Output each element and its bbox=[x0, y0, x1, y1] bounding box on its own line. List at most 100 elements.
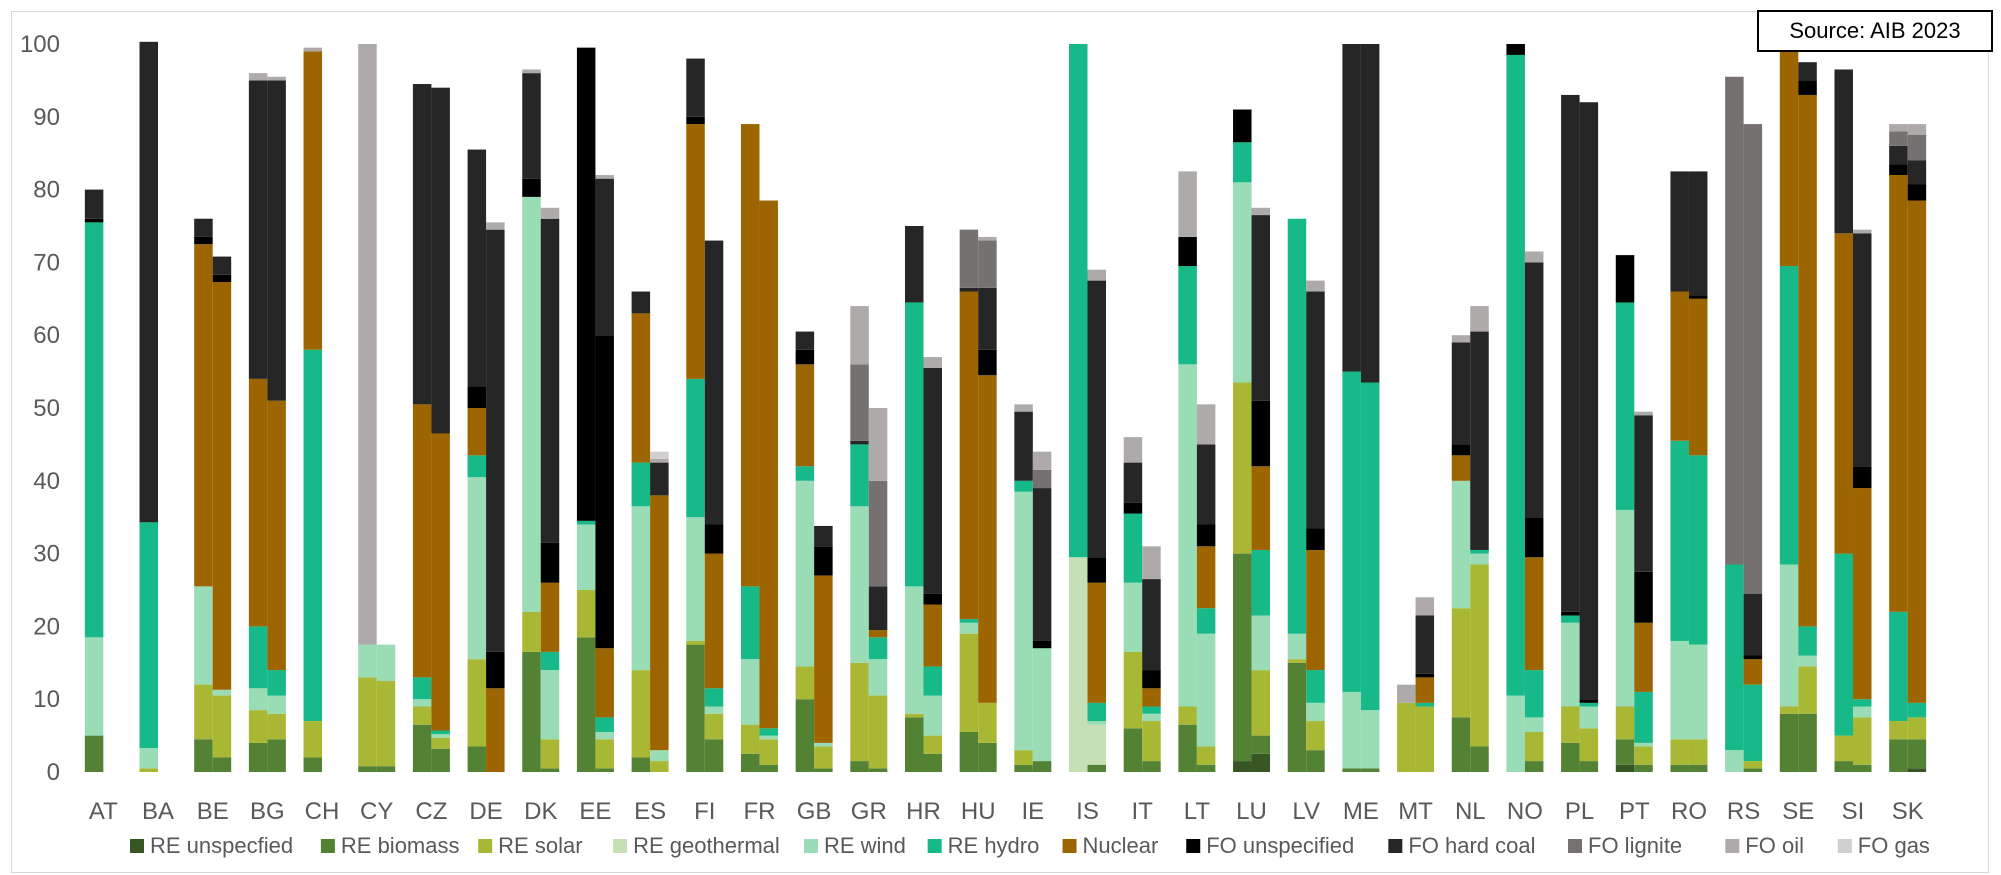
bar-segment-fi-1-s1 bbox=[686, 644, 705, 772]
bar-segment-cz-2-s8 bbox=[431, 87, 450, 434]
bar-segment-pt-2-s6 bbox=[1634, 622, 1653, 692]
bar-segment-fr-1-s4 bbox=[740, 659, 760, 725]
bar-segment-es-1-s5 bbox=[631, 462, 651, 507]
bar-segment-rs-2-s9 bbox=[1743, 124, 1763, 594]
bar-segment-fi-1-s4 bbox=[686, 517, 705, 641]
bar-segment-no-1-s5 bbox=[1506, 54, 1525, 696]
y-tick-label: 50 bbox=[33, 395, 60, 422]
bar-segment-mt-2-s10 bbox=[1415, 597, 1435, 616]
bar-segment-it-2-s8 bbox=[1142, 579, 1161, 671]
bar-segment-nl-2-s4 bbox=[1470, 553, 1489, 565]
x-tick-label: CY bbox=[360, 798, 393, 825]
x-tick-label: CZ bbox=[415, 798, 447, 825]
x-tick-label: EE bbox=[579, 798, 611, 825]
bar-segment-dk-1-s4 bbox=[522, 196, 541, 612]
bar-segment-ie-1-s8 bbox=[1014, 411, 1033, 481]
legend-item: FO unspecified bbox=[1186, 833, 1354, 858]
bar-segment-gb-1-s2 bbox=[795, 666, 815, 700]
bar-segment-rs-1-s4 bbox=[1725, 750, 1744, 772]
bar-segment-pl-2-s1 bbox=[1579, 761, 1599, 772]
bar-segment-es-1-s6 bbox=[631, 313, 651, 463]
bar-segment-hu-2-s1 bbox=[978, 742, 997, 772]
bar-segment-hr-2-s5 bbox=[923, 666, 942, 696]
bar-segment-cz-2-s6 bbox=[431, 433, 450, 731]
bar-segment-sk-1-s9 bbox=[1889, 131, 1908, 146]
bar-segment-lt-1-s5 bbox=[1178, 266, 1197, 365]
x-tick-label: NL bbox=[1455, 798, 1486, 825]
bar-segment-gb-1-s1 bbox=[795, 699, 815, 772]
bar-segment-es-2-s10 bbox=[650, 458, 669, 463]
bar-segment-hu-2-s9 bbox=[978, 240, 997, 288]
bar-segment-mt-1-s10 bbox=[1397, 684, 1416, 703]
bar-segment-pt-2-s5 bbox=[1634, 691, 1653, 743]
bar-segment-hr-2-s4 bbox=[923, 695, 942, 736]
legend-label: Nuclear bbox=[1083, 833, 1159, 858]
bar-segment-ro-1-s1 bbox=[1670, 764, 1689, 772]
bar-segment-dk-1-s7 bbox=[522, 178, 541, 197]
bar-segment-be-2-s2 bbox=[212, 695, 232, 758]
bar-segment-lu-1-s4 bbox=[1233, 182, 1252, 383]
bar-segment-cy-1-s1 bbox=[358, 766, 377, 772]
bar-segment-lt-2-s5 bbox=[1196, 608, 1216, 634]
x-tick-label: PT bbox=[1619, 798, 1650, 825]
bar-segment-hu-1-s8 bbox=[959, 287, 979, 292]
bar-segment-sk-2-s7 bbox=[1907, 184, 1927, 201]
legend-label: FO lignite bbox=[1588, 833, 1682, 858]
bar-segment-dk-2-s8 bbox=[540, 218, 560, 543]
bar-segment-gr-1-s4 bbox=[850, 506, 869, 663]
bar-segment-bg-2-s4 bbox=[267, 695, 286, 714]
bar-segment-is-1-s3 bbox=[1069, 557, 1088, 772]
x-tick-label: HR bbox=[906, 798, 941, 825]
bar-segment-fr-2-s2 bbox=[759, 739, 778, 765]
bar-segment-lt-2-s8 bbox=[1196, 444, 1216, 525]
bar-segment-cy-2-s4 bbox=[376, 644, 396, 681]
bar-segment-sk-1-s2 bbox=[1889, 721, 1908, 740]
bar-segment-be-1-s7 bbox=[194, 236, 213, 245]
bar-segment-it-2-s6 bbox=[1142, 688, 1161, 707]
y-tick-label: 30 bbox=[33, 541, 60, 568]
bar-segment-fr-2-s1 bbox=[759, 764, 778, 772]
legend-item: RE geothermal bbox=[613, 833, 780, 858]
bar-segment-bg-2-s10 bbox=[267, 76, 286, 81]
bar-segment-ie-2-s7 bbox=[1032, 640, 1052, 649]
bar-segment-ee-2-s5 bbox=[595, 717, 614, 732]
bar-segment-lu-2-s7 bbox=[1251, 400, 1271, 467]
bar-segment-fi-1-s6 bbox=[686, 124, 705, 379]
bar-segment-es-1-s2 bbox=[631, 670, 651, 758]
x-tick-label: IE bbox=[1021, 798, 1044, 825]
bar-segment-fi-1-s8 bbox=[686, 58, 705, 117]
bar-segment-pl-1-s4 bbox=[1561, 622, 1580, 707]
bar-segment-ro-2-s8 bbox=[1688, 171, 1708, 296]
bar-segment-ro-1-s4 bbox=[1670, 640, 1689, 740]
bar-segment-be-2-s7 bbox=[212, 274, 232, 283]
bar-segment-ee-1-s1 bbox=[576, 637, 596, 772]
bar-segment-bg-2-s6 bbox=[267, 400, 286, 671]
bar-segment-pt-1-s4 bbox=[1615, 509, 1635, 707]
chart-frame bbox=[11, 11, 1989, 873]
bar-segment-bg-1-s6 bbox=[248, 378, 268, 627]
bar-segment-dk-2-s10 bbox=[540, 207, 560, 219]
bar-segment-cz-1-s5 bbox=[412, 677, 432, 700]
bar-segment-fr-2-s4 bbox=[759, 735, 778, 740]
bars-layer bbox=[84, 41, 1927, 772]
bar-segment-is-2-s6 bbox=[1087, 582, 1107, 703]
bar-segment-gr-2-s1 bbox=[868, 768, 888, 772]
bar-segment-ie-2-s1 bbox=[1032, 761, 1052, 772]
x-tick-label: LV bbox=[1292, 798, 1320, 825]
bar-segment-at-1-s5 bbox=[84, 222, 104, 638]
bar-segment-lv-2-s10 bbox=[1306, 280, 1325, 292]
bar-segment-bg-1-s5 bbox=[248, 626, 268, 689]
bar-segment-dk-1-s8 bbox=[522, 73, 541, 179]
bar-segment-pt-1-s5 bbox=[1615, 302, 1635, 510]
bar-segment-ro-2-s1 bbox=[1688, 764, 1708, 772]
legend-swatch bbox=[803, 839, 818, 853]
legend-label: RE wind bbox=[824, 833, 906, 858]
y-tick-label: 70 bbox=[33, 249, 60, 276]
bar-segment-lt-1-s10 bbox=[1178, 171, 1197, 237]
bar-segment-de-1-s1 bbox=[467, 746, 487, 772]
bar-segment-fr-1-s5 bbox=[740, 586, 760, 660]
bar-segment-ee-1-s4 bbox=[576, 524, 596, 590]
bar-segment-me-1-s1 bbox=[1342, 768, 1361, 772]
legend-swatch bbox=[1062, 839, 1077, 853]
bar-segment-cy-1-s4 bbox=[358, 644, 377, 678]
